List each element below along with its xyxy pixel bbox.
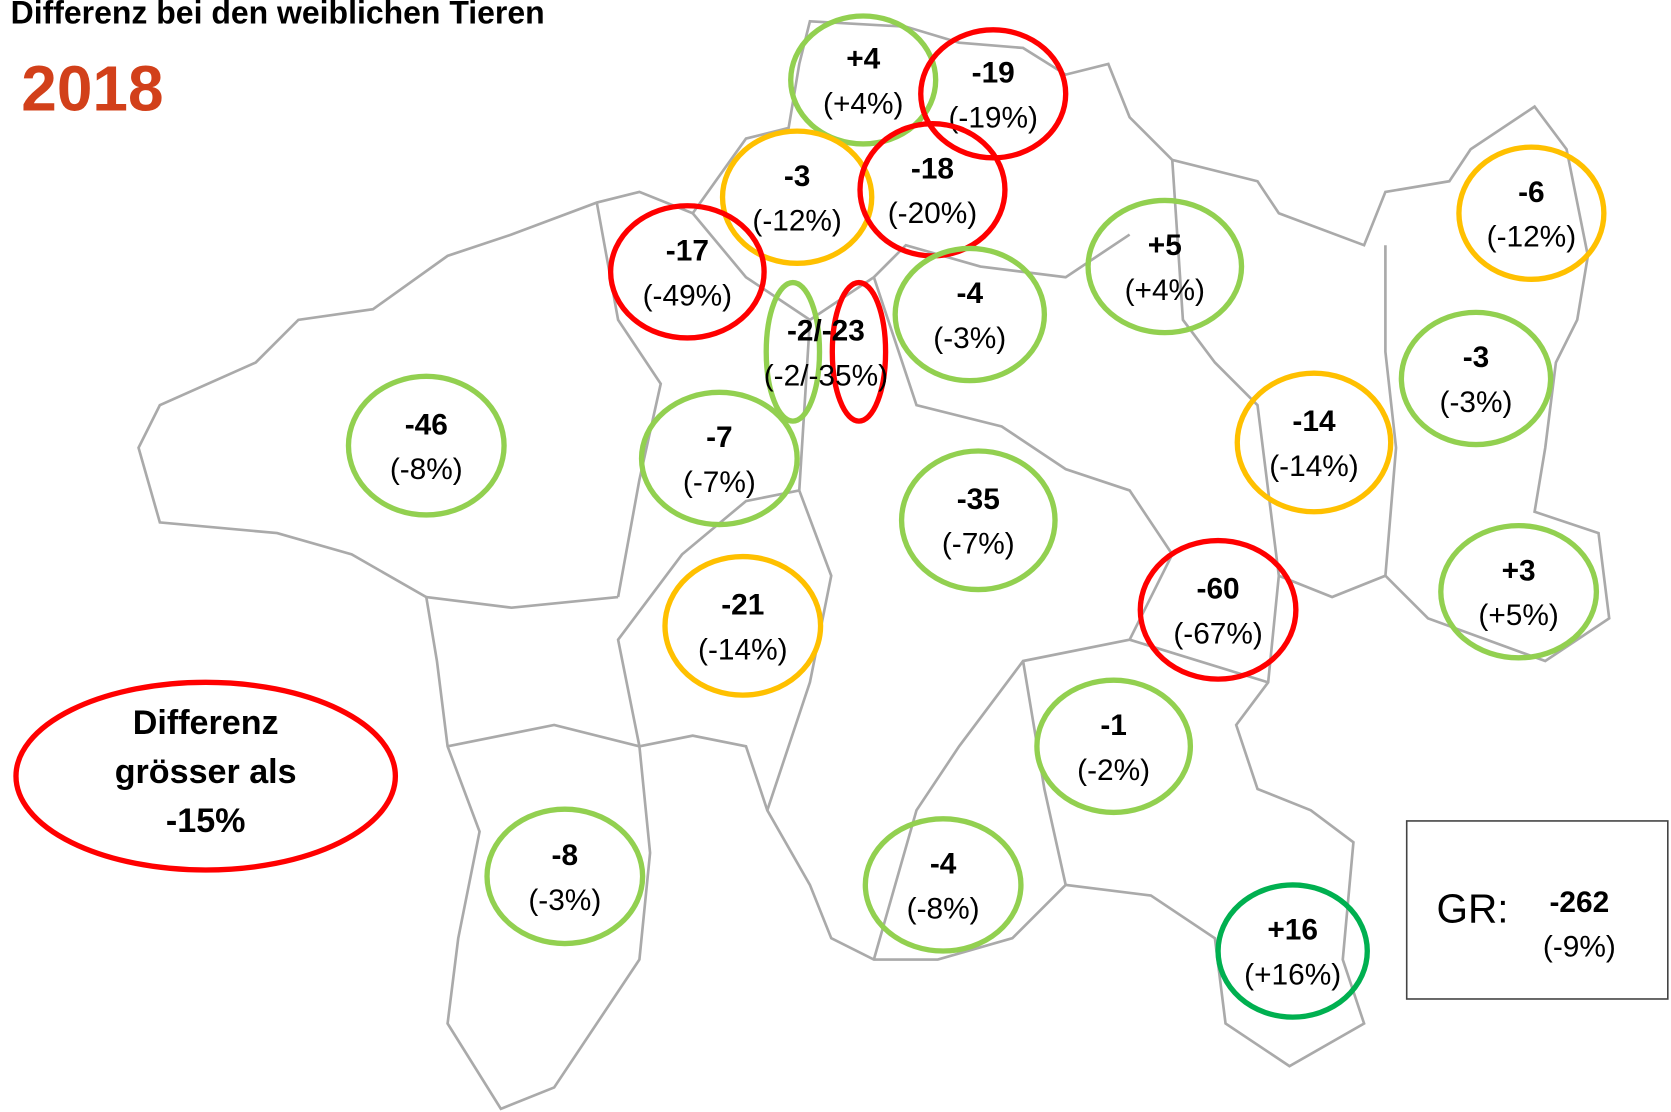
region-diff: -1 <box>1100 709 1127 742</box>
year: 2018 <box>21 53 163 125</box>
region-diff: -21 <box>721 589 764 622</box>
region-diff: +16 <box>1267 914 1318 947</box>
region-circle <box>1085 197 1245 336</box>
region-diff: -3 <box>784 160 811 193</box>
region-circle <box>607 203 767 341</box>
region-circle <box>484 806 646 947</box>
region-pct: (-2/-35%) <box>764 359 888 392</box>
region-circle <box>918 27 1069 161</box>
total-diff: -262 <box>1550 886 1610 919</box>
region-diff: -4 <box>957 277 984 310</box>
region-diff: -14 <box>1292 405 1336 438</box>
region-pct: (-49%) <box>643 279 732 312</box>
region-pct: (+4%) <box>1125 274 1205 307</box>
region-circle <box>662 553 824 698</box>
region-diff: -18 <box>911 152 954 185</box>
legend: Differenz grösser als -15% <box>13 679 399 873</box>
region-circle <box>1034 677 1194 816</box>
map-outline <box>137 19 1611 1111</box>
region-circle <box>892 245 1048 384</box>
region-circle <box>763 279 823 424</box>
region-circle <box>1398 309 1554 448</box>
region-circle <box>788 13 939 147</box>
region-pct: (+4%) <box>823 87 903 120</box>
region-diff: +5 <box>1148 229 1182 262</box>
region-circle <box>1137 537 1299 682</box>
region-circle <box>862 816 1024 954</box>
region-pct: (+5%) <box>1478 599 1558 632</box>
region-pct: (-7%) <box>683 466 756 499</box>
region-diff: +4 <box>846 43 880 76</box>
region-circle <box>345 373 507 518</box>
legend-text: grösser als <box>115 753 297 791</box>
region-circle <box>857 121 1008 259</box>
region-diff: -4 <box>930 848 957 881</box>
legend-text: Differenz <box>133 704 279 742</box>
region-circle <box>1456 144 1607 282</box>
legend-ellipse <box>13 679 399 873</box>
region-pct: (-3%) <box>528 884 601 917</box>
region-circle <box>719 128 875 267</box>
region-circle <box>829 279 889 424</box>
total-label: GR: <box>1437 885 1509 931</box>
title: Differenz bei den weiblichen Tieren <box>11 0 545 30</box>
region-diff: -6 <box>1518 176 1545 209</box>
region-circle <box>898 448 1058 593</box>
region-pct: (-2%) <box>1077 754 1150 787</box>
region-pct: (-67%) <box>1173 617 1262 650</box>
region-diff: -46 <box>405 408 448 441</box>
region-circle <box>1438 522 1600 661</box>
region-circle <box>1215 882 1370 1020</box>
region-circle <box>638 389 800 528</box>
region-pct: (-14%) <box>698 633 787 666</box>
region-pct: (-8%) <box>390 453 463 486</box>
region-diff: -2/-23 <box>787 315 865 348</box>
region-pct: (-7%) <box>942 528 1015 561</box>
region-pct: (-12%) <box>1487 221 1576 254</box>
total-box: GR: -262 (-9%) <box>1405 820 1669 1000</box>
total-pct: (-9%) <box>1543 931 1616 964</box>
region-diff: -60 <box>1197 573 1240 606</box>
region-diff: -7 <box>706 421 733 454</box>
region-diff: -3 <box>1463 341 1490 374</box>
legend-text: -15% <box>166 802 246 840</box>
region-circle <box>1234 370 1394 515</box>
region-pct: (-14%) <box>1269 450 1358 483</box>
total-frame <box>1405 820 1669 1000</box>
region-diff: -19 <box>972 57 1015 90</box>
region-diff: -8 <box>552 839 579 872</box>
region-diff: -35 <box>957 483 1000 516</box>
region-pct: (-8%) <box>907 892 980 925</box>
region-pct: (-3%) <box>1440 386 1513 419</box>
region-pct: (-3%) <box>933 322 1006 355</box>
region-pct: (+16%) <box>1244 958 1341 991</box>
region-pct: (-12%) <box>752 205 841 238</box>
region-diff: +3 <box>1502 554 1536 587</box>
region-diff: -17 <box>666 235 709 268</box>
region-pct: (-20%) <box>888 197 977 230</box>
